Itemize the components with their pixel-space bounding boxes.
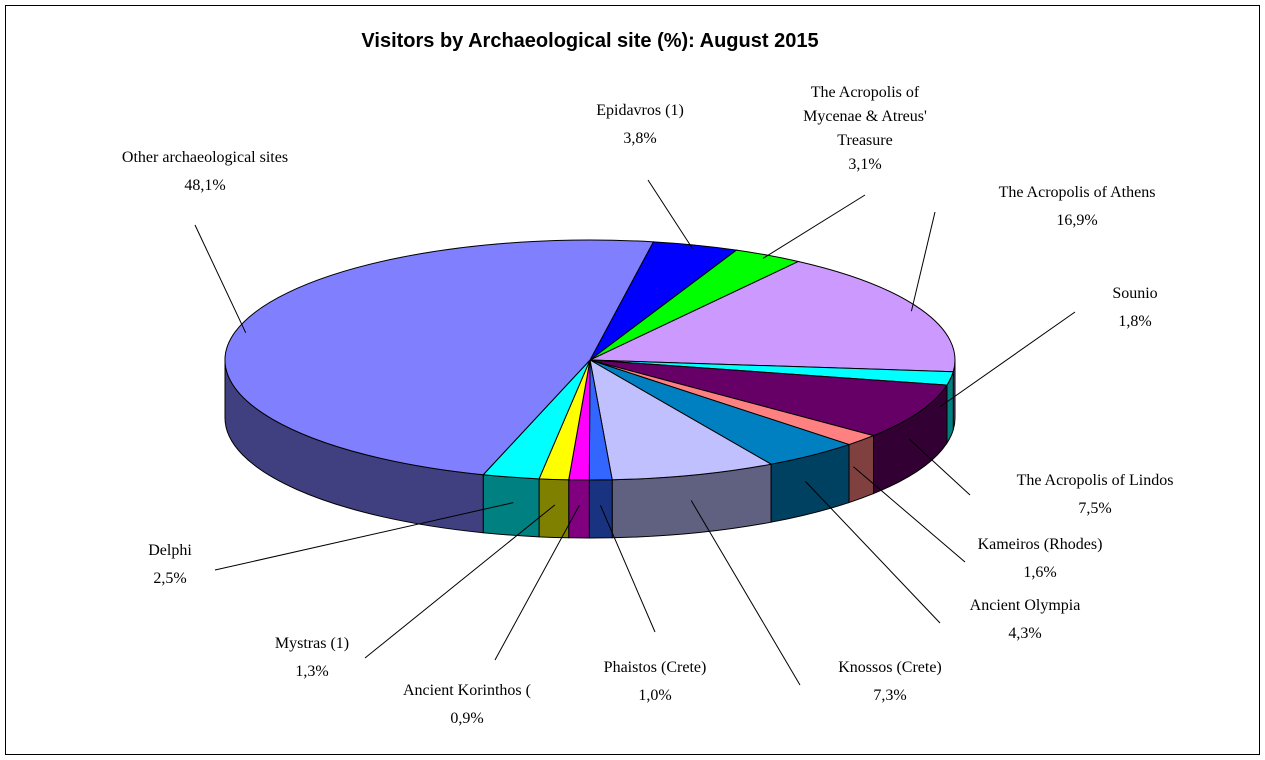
chart-title: Visitors by Archaeological site (%): Aug… [361, 30, 818, 52]
leader-line [939, 311, 1076, 408]
leader-line [599, 505, 656, 633]
slice-value-label: 1,6% [1023, 564, 1056, 581]
slice-value-label: 1,8% [1118, 313, 1151, 330]
slice-label: The Acropolis of Mycenae & Atreus' Treasur… [803, 84, 927, 149]
slice-label: Ancient Olympia [970, 597, 1081, 614]
leader-line [909, 438, 971, 496]
slice-label: Other archaeological sites [122, 149, 288, 166]
leader-line [853, 466, 966, 563]
labels: Epidavros (1) 3,8% The Acropolis of Mycenae… [122, 84, 1174, 727]
slice-value-label: 3,1% [848, 156, 881, 173]
leader-line [910, 211, 936, 312]
slice-value-label: 0,9% [450, 710, 483, 727]
slice [589, 260, 956, 373]
slice-side [568, 479, 590, 539]
slice-label: The Acropolis of Lindos [1017, 472, 1174, 489]
slice-value-label: 16,9% [1056, 212, 1097, 229]
slice-label: Knossos (Crete) [838, 659, 942, 676]
slice-side [538, 478, 570, 539]
slice [224, 239, 655, 476]
slice-label: Mystras (1) [275, 635, 349, 652]
slice-label: Phaistos (Crete) [604, 659, 707, 676]
leader-line [762, 194, 866, 259]
slice-side [588, 479, 613, 539]
slice-label: Kameiros (Rhodes) [978, 536, 1103, 553]
leader-line [194, 224, 247, 334]
label-line: Mycenae & Atreus' [803, 108, 927, 125]
leader-line [494, 505, 580, 661]
slice-side [482, 474, 540, 538]
slice-label: Ancient Korinthos ( [403, 682, 531, 699]
label-line: The Acropolis of [811, 84, 920, 101]
leader-line [214, 502, 514, 571]
slice-label: Sounio [1112, 285, 1157, 302]
slice-label: Delphi [148, 542, 192, 559]
slice-value-label: 48,1% [184, 177, 225, 194]
slice [589, 359, 773, 481]
slice-label: Epidavros (1) [596, 102, 684, 119]
slice-value-label: 3,8% [623, 130, 656, 147]
slice-value-label: 2,5% [153, 570, 186, 587]
slice-value-label: 1,0% [638, 687, 671, 704]
leader-line [805, 481, 941, 624]
leader-line [690, 500, 801, 686]
leader-line [647, 179, 693, 249]
slice [589, 359, 948, 437]
slice-value-label: 7,5% [1078, 500, 1111, 517]
slice-tops [224, 239, 956, 481]
slice-value-label: 1,3% [295, 663, 328, 680]
slice-side [848, 434, 874, 504]
slice-value-label: 7,3% [873, 687, 906, 704]
slice-value-label: 4,3% [1008, 625, 1041, 642]
label-line: Treasure [837, 132, 892, 149]
slice-label: The Acropolis of Athens [999, 184, 1156, 201]
leader-line [364, 504, 556, 659]
